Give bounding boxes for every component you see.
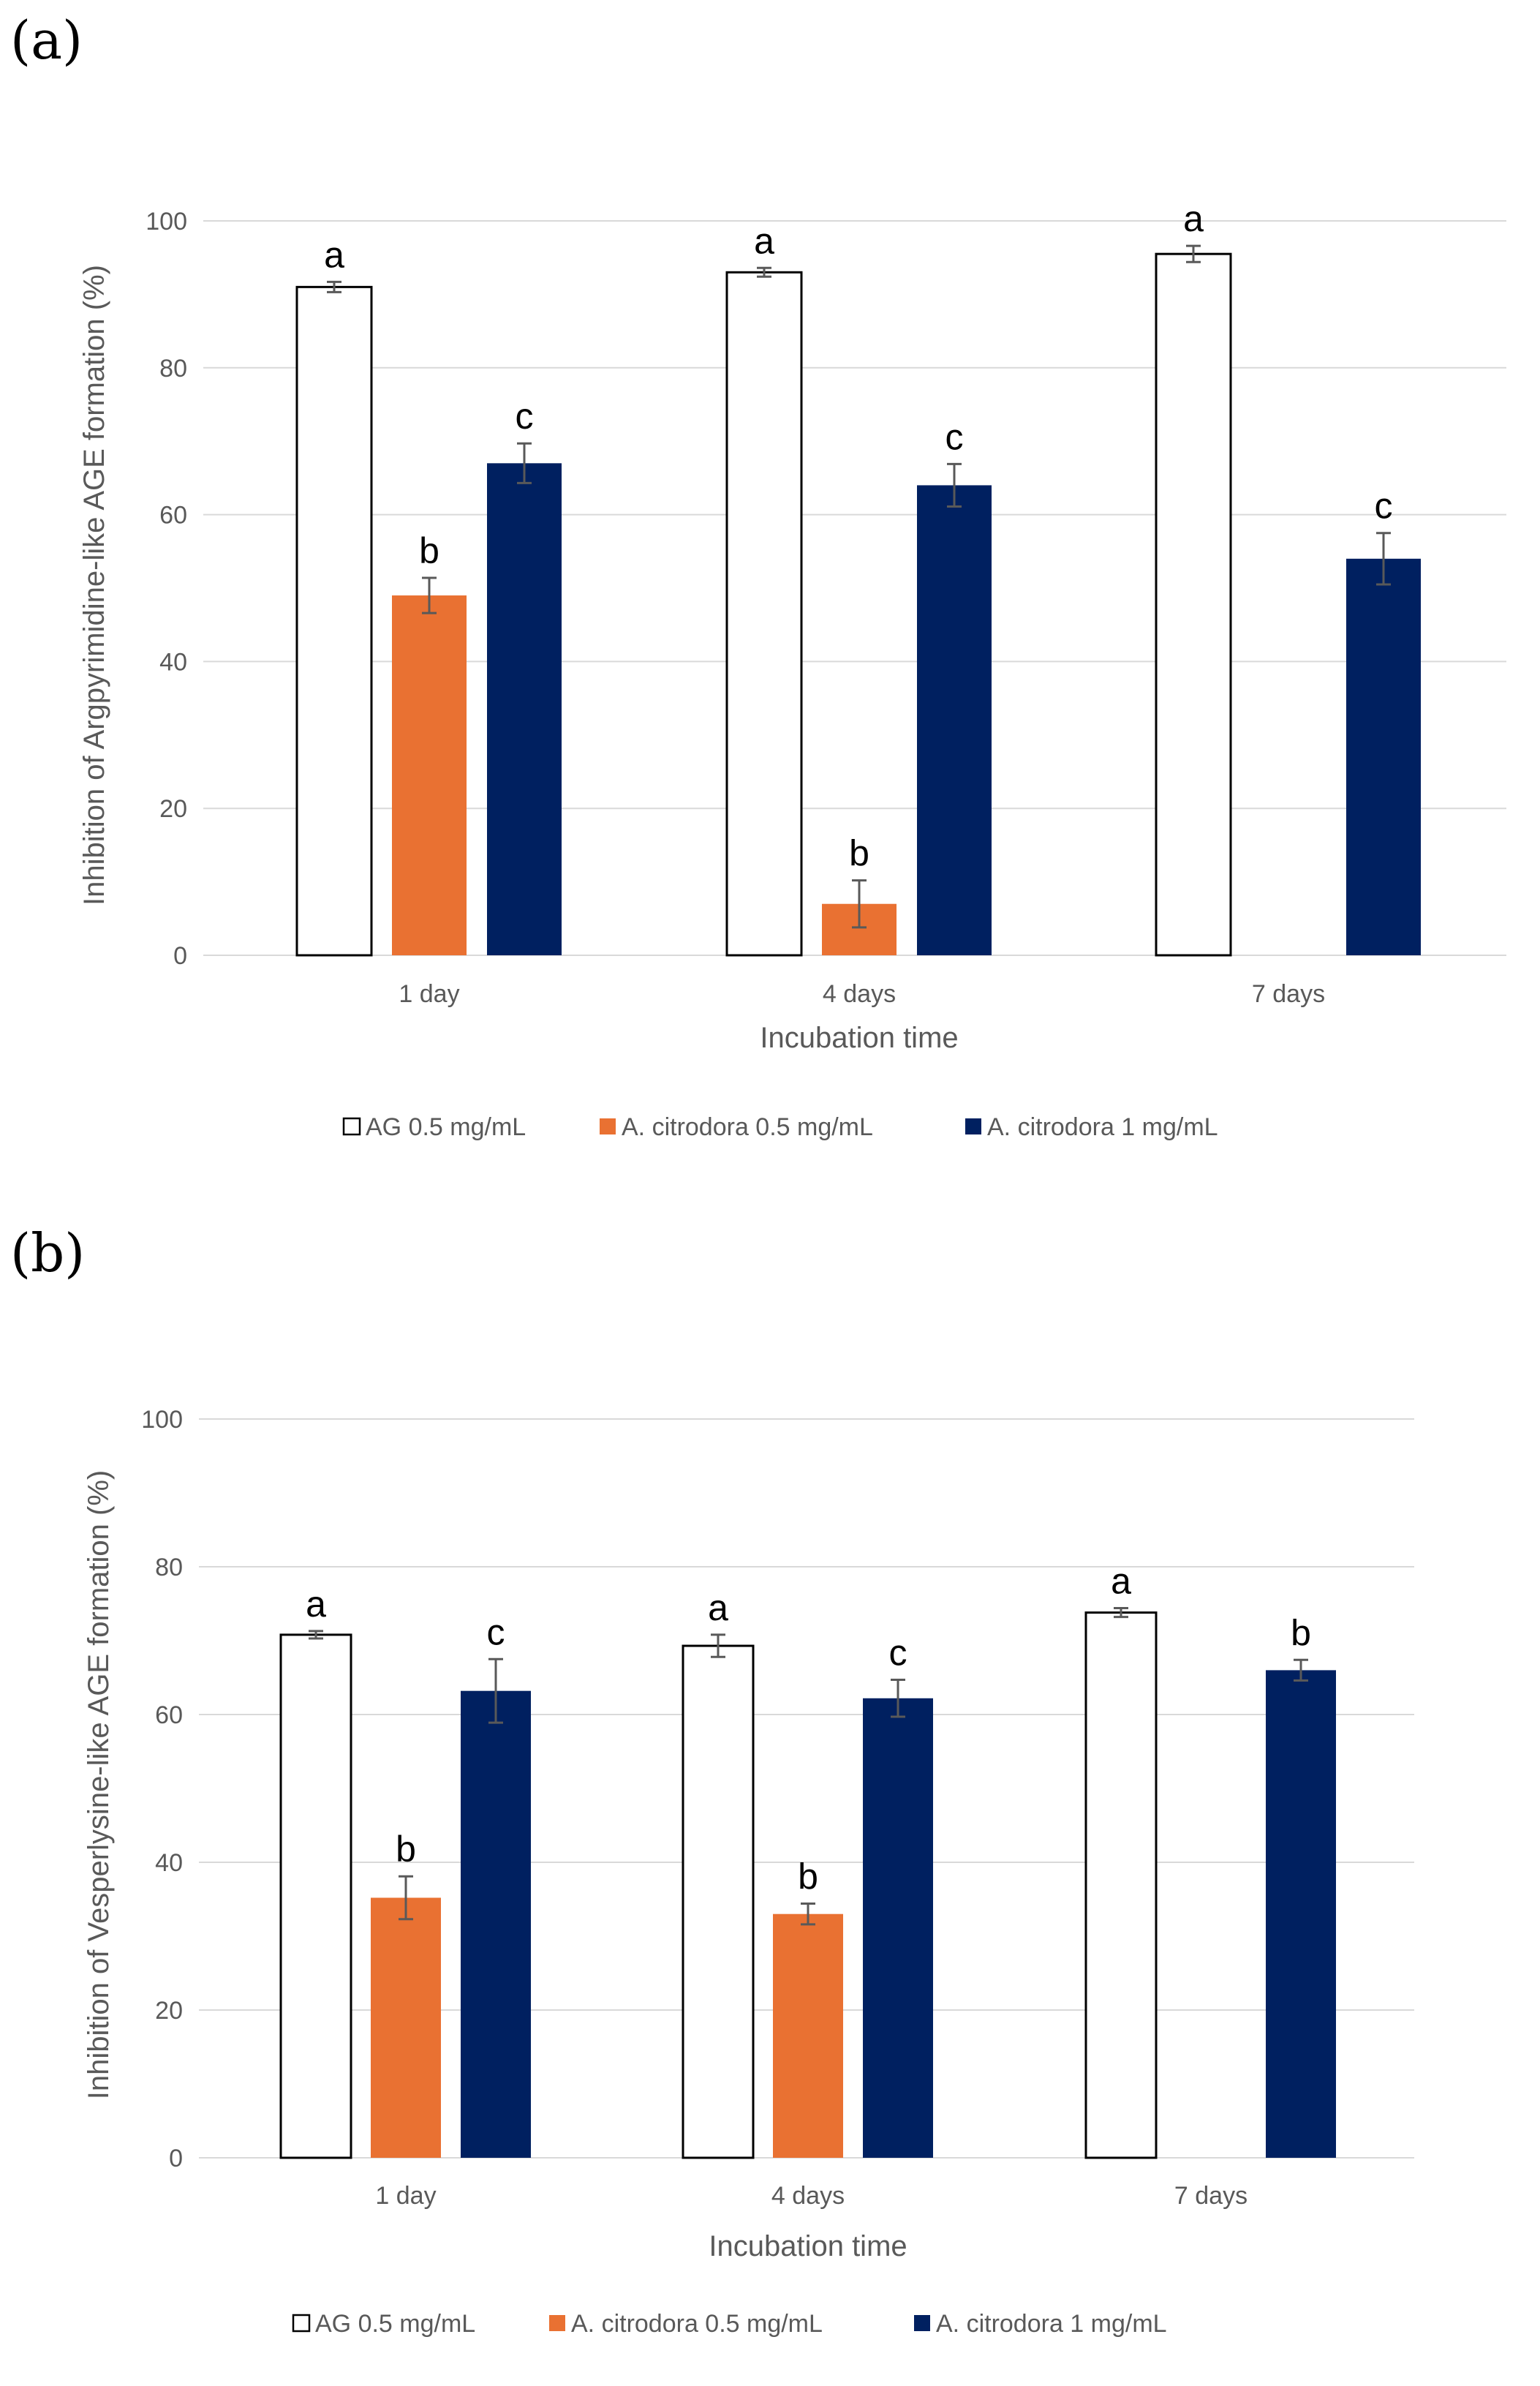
legend-label-citrodora-1: A. citrodora 1 mg/mL: [987, 1113, 1218, 1141]
legend-label-citrodora-05: A. citrodora 0.5 mg/mL: [571, 2310, 823, 2338]
y-tick-label: 80: [155, 1554, 183, 1581]
panel-b-label: (b): [10, 1222, 85, 1284]
legend-swatch-citrodora-1: [914, 2315, 930, 2331]
legend-swatch-ag: [342, 1117, 361, 1136]
panel-b-bars: a a a b b c c b: [279, 1561, 1336, 2159]
panel-b-legend: AG 0.5 mg/mL A. citrodora 0.5 mg/mL A. c…: [292, 2310, 1167, 2338]
x-tick-label: 1 day: [375, 2182, 436, 2210]
y-tick-label: 100: [146, 208, 187, 236]
significance-label: b: [419, 530, 439, 571]
significance-label: c: [1375, 486, 1393, 527]
x-tick-label: 4 days: [823, 980, 896, 1008]
y-tick-label: 0: [169, 2145, 183, 2172]
bar: [461, 1690, 531, 2158]
y-tick-label: 40: [159, 648, 187, 676]
bar: [1266, 1670, 1336, 2158]
bar: [1346, 558, 1421, 955]
x-tick-label: 7 days: [1174, 2182, 1248, 2210]
panel-a-bars: a a a b b c c c: [295, 198, 1421, 957]
legend-swatch-citrodora-05: [549, 2315, 565, 2331]
significance-label: b: [849, 833, 869, 874]
x-tick-label: 7 days: [1252, 980, 1325, 1008]
panel-a-legend: AG 0.5 mg/mL A. citrodora 0.5 mg/mL A. c…: [342, 1113, 1218, 1141]
significance-label: c: [945, 416, 964, 457]
panel-a-y-ticks: 0 20 40 60 80 100: [146, 208, 187, 970]
panel-b-y-axis-title: Inhibition of Vesperlysine-like AGE form…: [83, 1470, 115, 2099]
panel-a-y-axis-title: Inhibition of Argpyrimidine-like AGE for…: [78, 265, 110, 906]
significance-label: b: [396, 1829, 416, 1870]
y-tick-label: 20: [155, 1997, 183, 2025]
panel-a-chart: (a) 0 20 40 60 80 100 a a a b b c c c 1 day 4 days 7 d…: [10, 10, 1506, 1141]
significance-label: a: [708, 1587, 728, 1628]
bar: [487, 463, 562, 955]
y-tick-label: 100: [141, 1406, 183, 1434]
bar: [295, 285, 373, 957]
panel-a-label: (a): [10, 10, 83, 71]
x-tick-label: 1 day: [399, 980, 459, 1008]
panel-a-x-ticks: 1 day 4 days 7 days: [399, 980, 1325, 1008]
bar: [773, 1913, 843, 2158]
significance-label: b: [1291, 1612, 1311, 1653]
significance-label: c: [516, 396, 534, 437]
panel-b-x-ticks: 1 day 4 days 7 days: [375, 2182, 1248, 2210]
legend-swatch-ag: [292, 2314, 311, 2333]
significance-label: a: [324, 234, 344, 275]
legend-label-citrodora-1: A. citrodora 1 mg/mL: [936, 2310, 1167, 2338]
significance-label: a: [306, 1584, 326, 1625]
bar: [917, 485, 992, 955]
y-tick-label: 60: [155, 1701, 183, 1729]
bar: [1155, 252, 1232, 957]
legend-label-ag: AG 0.5 mg/mL: [315, 2310, 475, 2338]
significance-label: a: [1183, 198, 1204, 239]
panel-b-y-ticks: 0 20 40 60 80 100: [141, 1406, 183, 2172]
legend-swatch-citrodora-1: [965, 1118, 981, 1134]
significance-label: c: [889, 1633, 907, 1674]
y-tick-label: 80: [159, 355, 187, 383]
legend-swatch-citrodora-05: [600, 1118, 616, 1134]
significance-label: a: [754, 220, 774, 261]
bar: [863, 1698, 933, 2158]
bar: [279, 1633, 352, 2159]
legend-label-ag: AG 0.5 mg/mL: [366, 1113, 526, 1141]
panel-b-chart: (b) 0 20 40 60 80 100 a a a b b c c b 1 day 4 days 7 d…: [10, 1222, 1414, 2338]
y-tick-label: 40: [155, 1849, 183, 1877]
bar: [682, 1644, 755, 2159]
y-tick-label: 60: [159, 502, 187, 530]
panel-a-x-axis-title: Incubation time: [760, 1022, 958, 1054]
y-tick-label: 0: [173, 942, 187, 970]
bar: [392, 595, 467, 955]
x-tick-label: 4 days: [771, 2182, 845, 2210]
legend-label-citrodora-05: A. citrodora 0.5 mg/mL: [622, 1113, 873, 1141]
y-tick-label: 20: [159, 795, 187, 823]
bar: [1084, 1611, 1158, 2159]
bar: [371, 1897, 441, 2158]
bar: [725, 271, 803, 957]
significance-label: b: [798, 1856, 818, 1897]
panel-b-x-axis-title: Incubation time: [709, 2230, 907, 2262]
significance-label: c: [487, 1611, 505, 1652]
significance-label: a: [1111, 1561, 1131, 1602]
